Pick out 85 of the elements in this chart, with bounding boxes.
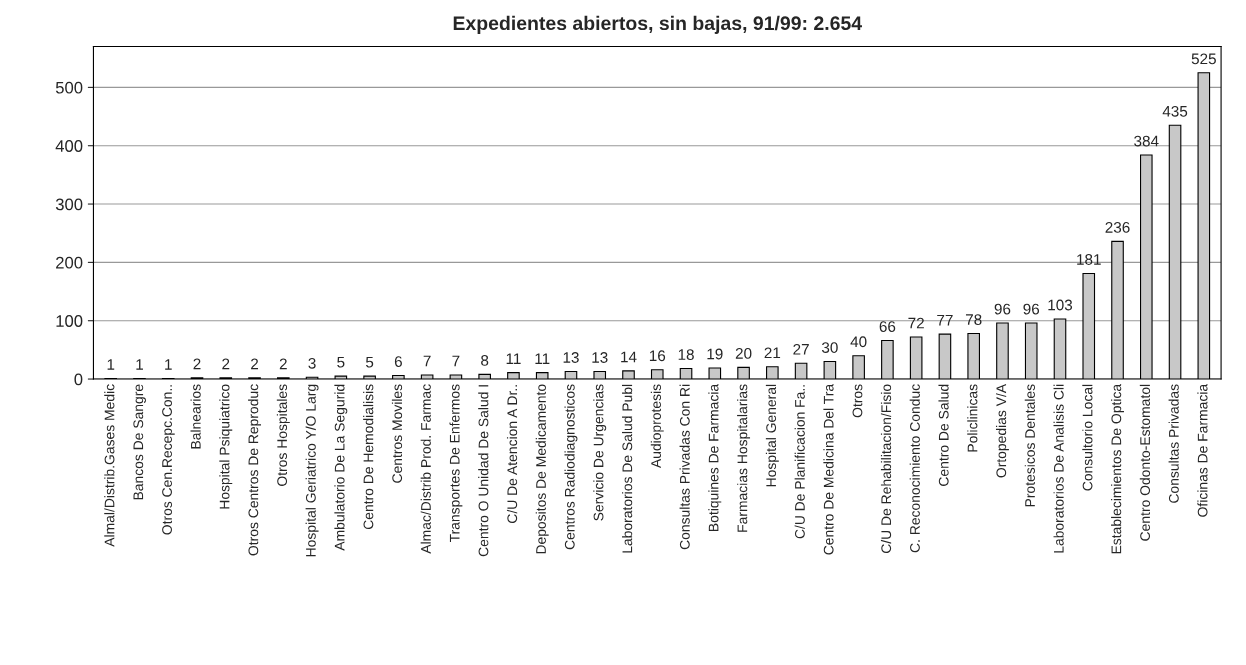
x-tick-label: Establecimientos De Optica: [1111, 383, 1124, 554]
x-tick-label: Otros Hospitales: [276, 384, 290, 486]
x-tick-label: Consultas Privadas Con Ri: [679, 384, 690, 550]
x-tick-label: C. Reconocimiento Conduc: [909, 384, 920, 553]
data-label: 11: [506, 353, 521, 364]
data-label: 72: [908, 317, 924, 329]
x-tick-label: Hospital Psiquiatrico: [219, 384, 233, 509]
x-tick-label: Ortopedias V/A: [995, 383, 1009, 478]
x-tick-label: Otros Cen.Recepc.Con..: [162, 385, 175, 535]
data-label: 6: [394, 356, 402, 367]
data-label: 77: [937, 314, 953, 326]
y-tick-label: 300: [55, 198, 83, 211]
x-tick-label: Almal/Distrib.Gases Medic: [104, 384, 115, 547]
data-label: 5: [337, 356, 345, 368]
x-tick-label: Centros Radiodiagnosticos: [564, 384, 578, 550]
x-tick-label: Laboratorios De Analisis Cli: [1053, 384, 1064, 553]
data-label: 236: [1105, 221, 1130, 233]
data-label: 66: [879, 321, 896, 332]
x-tick-label: Farmacias Hospitalarias: [737, 384, 751, 532]
data-label: 13: [592, 352, 608, 363]
data-label: 3: [308, 357, 316, 369]
x-tick-label: Protesicos Dentales: [1024, 384, 1035, 507]
data-label: 1: [165, 359, 172, 370]
data-label: 5: [365, 356, 374, 368]
data-label: 40: [850, 336, 867, 348]
data-label: 7: [423, 355, 431, 367]
data-label: 1: [107, 359, 115, 370]
x-tick-label: Transportes De Enfermos: [449, 384, 463, 543]
chart-title: Expedientes abiertos, sin bajas, 91/99: 2.654: [453, 15, 862, 34]
x-tick-label: Centro O Unidad De Salud I: [478, 385, 489, 557]
data-label: 16: [649, 350, 666, 362]
x-tick-label: Laboratorios De Salud Publ: [622, 384, 633, 553]
data-label: 181: [1077, 254, 1101, 265]
x-tick-label: Botiquines De Farmacia: [708, 383, 722, 531]
x-tick-label: Hospital General: [765, 384, 779, 487]
y-tick-label: 0: [74, 373, 83, 386]
data-label: 2: [193, 358, 201, 370]
data-label: 20: [735, 347, 752, 359]
x-tick-label: Otros Centros De Reproduc: [248, 384, 262, 556]
data-label: 30: [821, 342, 838, 353]
x-tick-label: C/U De Rehabilitacion/Fisio: [880, 384, 892, 554]
x-tick-label: Centros Moviles: [391, 384, 403, 483]
data-label: 27: [793, 343, 809, 355]
x-tick-label: Servicio De Urgencias: [593, 384, 607, 521]
x-tick-label: Policlinicas: [967, 384, 978, 452]
y-tick-label: 500: [55, 81, 83, 94]
data-label: 103: [1048, 299, 1073, 311]
y-tick-label: 100: [56, 315, 83, 327]
data-label: 19: [707, 348, 723, 360]
x-tick-label: Bancos De Sangre: [133, 384, 146, 500]
x-tick-label: Centro De Medicina Del Tra: [823, 383, 834, 555]
data-label: 7: [452, 355, 460, 367]
x-tick-label: Ambulatorio De La Segurid: [334, 384, 348, 551]
data-label: 525: [1191, 53, 1216, 65]
data-label: 18: [678, 349, 694, 360]
data-label: 14: [621, 351, 637, 363]
x-tick-label: Depositos De Medicamento: [535, 384, 549, 554]
data-label: 2: [251, 358, 259, 370]
data-label: 1: [136, 359, 143, 370]
x-tick-label: Centro Odonto-Estomatol: [1139, 384, 1151, 541]
x-tick-label: Consultorio Local: [1082, 384, 1093, 491]
x-tick-label: Consultas Privadas: [1168, 384, 1179, 503]
x-tick-label: Centro De Hemodialisis: [363, 384, 374, 530]
data-label: 78: [965, 314, 982, 325]
x-tick-label: Hospital Geriatrico Y/O Larg: [305, 384, 319, 557]
data-label: 96: [1023, 303, 1040, 315]
y-tick-label: 200: [56, 256, 83, 269]
data-label: 21: [764, 347, 781, 359]
data-label: 2: [222, 358, 230, 370]
data-label: 11: [535, 353, 550, 364]
x-tick-label: Otros: [852, 384, 863, 418]
data-label: 435: [1162, 105, 1188, 117]
data-label: 96: [994, 303, 1011, 315]
data-label: 13: [563, 352, 579, 363]
y-tick-label: 400: [55, 140, 83, 152]
x-tick-label: Balnearios: [190, 384, 201, 449]
data-label: 384: [1134, 135, 1159, 147]
data-label: 2: [279, 358, 287, 370]
data-label: 8: [481, 354, 489, 366]
x-tick-label: C/U De Atencion A Dr..: [506, 385, 518, 523]
x-tick-label: Oficinas De Farmacia: [1197, 383, 1208, 517]
x-tick-label: Centro De Salud: [938, 384, 949, 486]
x-tick-label: Almac/Distrib Prod. Farmac: [420, 384, 431, 554]
x-tick-label: Audioprotesis: [650, 384, 664, 469]
x-tick-label: C/U De Planificacion Fa..: [794, 385, 805, 539]
